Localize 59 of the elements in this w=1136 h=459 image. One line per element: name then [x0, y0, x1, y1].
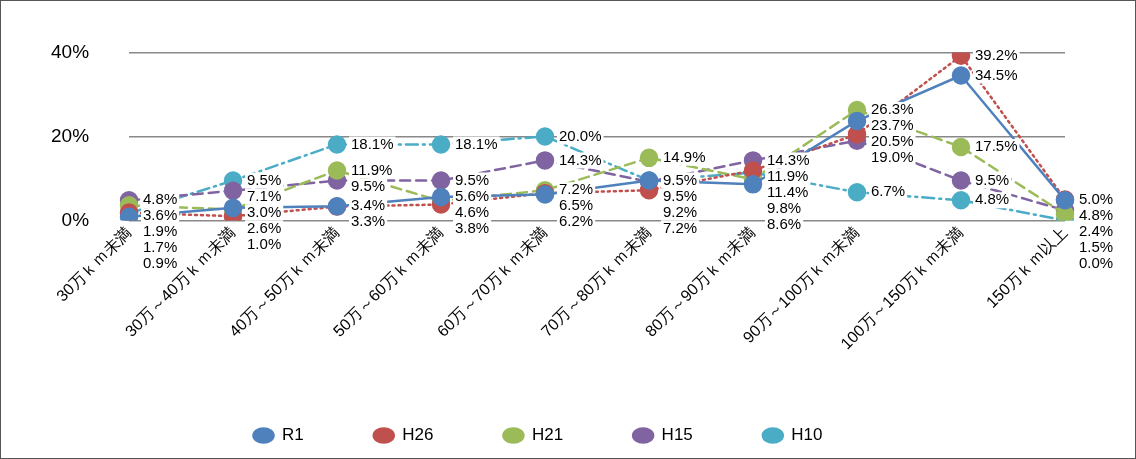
- legend-label: H26: [402, 425, 434, 445]
- data-label: 4.8%: [975, 190, 1010, 208]
- data-label: 9.2%: [663, 202, 698, 220]
- data-label: 1.5%: [1079, 237, 1114, 255]
- data-label: 23.7%: [871, 116, 914, 134]
- y-tick-label: 0%: [61, 208, 90, 230]
- data-label: 1.7%: [143, 238, 178, 256]
- legend-label: R1: [282, 425, 304, 445]
- data-label: 18.1%: [455, 134, 498, 152]
- data-label: 11.4%: [767, 182, 809, 200]
- data-label: 19.0%: [871, 148, 914, 166]
- data-label: 9.5%: [663, 170, 698, 188]
- data-label: 9.8%: [767, 198, 802, 216]
- data-label: 5.0%: [1079, 189, 1114, 207]
- data-label: 3.8%: [455, 219, 490, 237]
- data-label: 6.5%: [559, 196, 594, 214]
- data-label: 7.2%: [663, 218, 698, 236]
- data-label: 1.0%: [247, 234, 282, 252]
- data-label: 3.3%: [351, 212, 386, 230]
- y-tick-label: 40%: [51, 40, 90, 62]
- data-label: 9.5%: [975, 170, 1010, 188]
- data-label: 11.9%: [767, 166, 809, 184]
- data-label: 9.5%: [663, 186, 698, 204]
- data-label: 9.5%: [351, 176, 386, 194]
- data-label: 17.5%: [975, 137, 1018, 155]
- data-label: 6.2%: [559, 212, 594, 230]
- data-label: 3.4%: [351, 196, 386, 214]
- data-label: 4.6%: [455, 203, 490, 221]
- data-label: 9.5%: [455, 170, 490, 188]
- data-label: 5.6%: [455, 187, 490, 205]
- data-label: 20.5%: [871, 132, 914, 150]
- data-label: 7.1%: [247, 186, 282, 204]
- legend-label: H15: [661, 425, 693, 445]
- data-label: 2.6%: [247, 218, 282, 236]
- data-label: 0.9%: [143, 254, 178, 272]
- data-label: 14.3%: [559, 150, 602, 168]
- data-label: 8.6%: [767, 214, 802, 232]
- data-label: 39.2%: [975, 45, 1018, 63]
- data-label: 1.9%: [143, 222, 178, 240]
- data-label: 20.0%: [559, 126, 602, 144]
- data-label: 11.9%: [351, 160, 393, 178]
- legend-label: H10: [791, 425, 823, 445]
- data-label: 0.0%: [1079, 253, 1114, 271]
- data-label: 6.7%: [871, 182, 906, 200]
- data-label: 4.8%: [1079, 205, 1114, 223]
- legend-label: H21: [531, 425, 564, 445]
- data-label: 7.2%: [559, 180, 594, 198]
- data-label: 18.1%: [351, 134, 394, 152]
- data-label: 34.5%: [975, 65, 1018, 83]
- data-label: 3.0%: [247, 202, 282, 220]
- y-tick-label: 20%: [51, 124, 90, 146]
- data-label: 14.9%: [663, 148, 706, 166]
- data-label: 9.5%: [247, 170, 282, 188]
- data-label: 4.8%: [143, 190, 178, 208]
- data-label: 2.4%: [1079, 221, 1114, 239]
- data-label: 14.3%: [767, 150, 810, 168]
- data-label: 26.3%: [871, 100, 914, 118]
- x-tick-label: 150万ｋｍ以上: [982, 223, 1071, 311]
- data-label: 3.6%: [143, 206, 178, 224]
